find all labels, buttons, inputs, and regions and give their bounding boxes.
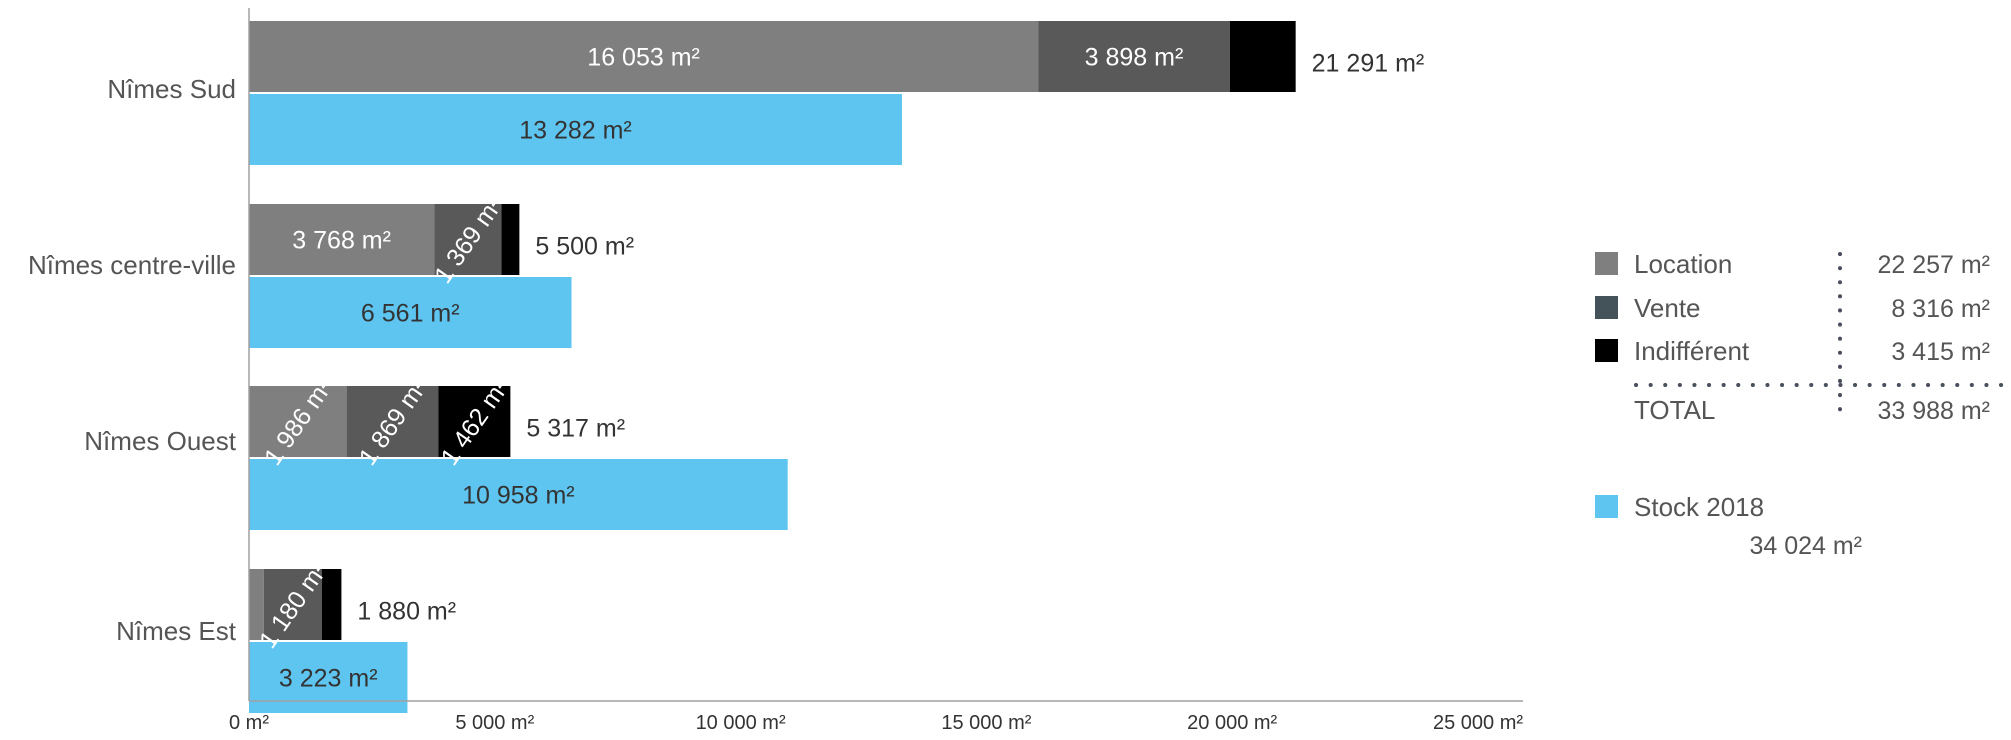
legend-value-indifferent: 3 415 m² [1891, 338, 1990, 366]
legend-label-vente: Vente [1634, 293, 1701, 323]
legend-swatch-stock-2018 [1595, 495, 1618, 518]
category-label-nimes-ouest: Nîmes Ouest [84, 426, 236, 456]
bar-indifferent-nimes-est [321, 569, 342, 640]
stock-label-nimes-ouest: 10 958 m² [462, 482, 575, 510]
bar-indifferent-nimes-centre-ville [501, 204, 520, 275]
legend-value-vente: 8 316 m² [1891, 295, 1990, 323]
bar-label-location-nimes-sud: 16 053 m² [587, 44, 700, 72]
category-label-nimes-sud: Nîmes Sud [107, 74, 236, 104]
bar-location-nimes-est [249, 569, 264, 640]
legend-label-location: Location [1634, 249, 1732, 279]
legend-swatch-location [1595, 252, 1618, 275]
x-tick-label-25000: 25 000 m² [1433, 712, 1523, 734]
bar-location-nimes-centre-ville [249, 204, 435, 275]
x-tick-label-20000: 20 000 m² [1187, 712, 1277, 734]
bar-location-nimes-ouest [249, 386, 347, 457]
stock-label-nimes-sud: 13 282 m² [519, 117, 632, 145]
legend-total-value: 33 988 m² [1877, 397, 1990, 425]
legend-swatch-indifferent [1595, 339, 1618, 362]
category-label-nimes-centre-ville: Nîmes centre-ville [28, 250, 236, 280]
bar-vente-nimes-centre-ville [434, 204, 502, 275]
x-tick-label-0: 0 m² [229, 712, 269, 734]
bars-layer [249, 21, 1296, 713]
axis-layer: Nîmes Sud Nîmes centre-ville Nîmes Ouest Nî… [28, 8, 1523, 734]
bar-indifferent-nimes-sud [1229, 21, 1296, 92]
legend-swatch-vente [1595, 296, 1618, 319]
legend: Location 22 257 m² Vente 8 316 m² Indifféren… [1595, 249, 2006, 560]
x-tick-label-5000: 5 000 m² [455, 712, 534, 734]
total-label-nimes-centre-ville: 5 500 m² [535, 233, 634, 261]
bar-indifferent-nimes-ouest [438, 386, 511, 457]
legend-value-location: 22 257 m² [1877, 251, 1990, 279]
bar-stock-2018-nimes-sud [249, 94, 902, 165]
bar-vente-nimes-sud [1038, 21, 1230, 92]
legend-total-label: TOTAL [1634, 395, 1715, 425]
bar-stock-2018-nimes-ouest [249, 459, 788, 530]
bar-vente-nimes-est [263, 569, 322, 640]
bar-location-nimes-sud [249, 21, 1039, 92]
x-tick-label-10000: 10 000 m² [696, 712, 786, 734]
stock-label-nimes-est: 3 223 m² [279, 665, 378, 693]
total-label-nimes-sud: 21 291 m² [1312, 50, 1425, 78]
legend-label-stock-2018: Stock 2018 [1634, 492, 1764, 522]
bar-label-vente-nimes-sud: 3 898 m² [1085, 44, 1184, 72]
legend-value-stock-2018: 34 024 m² [1749, 532, 1862, 560]
category-label-nimes-est: Nîmes Est [116, 616, 237, 646]
bar-stock-2018-nimes-centre-ville [249, 277, 572, 348]
x-tick-label-15000: 15 000 m² [941, 712, 1031, 734]
bar-label-location-nimes-centre-ville: 3 768 m² [292, 227, 391, 255]
stock-label-nimes-centre-ville: 6 561 m² [361, 300, 460, 328]
total-label-nimes-est: 1 880 m² [357, 598, 456, 626]
legend-label-indifferent: Indifférent [1634, 336, 1750, 366]
bar-vente-nimes-ouest [346, 386, 439, 457]
total-label-nimes-ouest: 5 317 m² [526, 415, 625, 443]
